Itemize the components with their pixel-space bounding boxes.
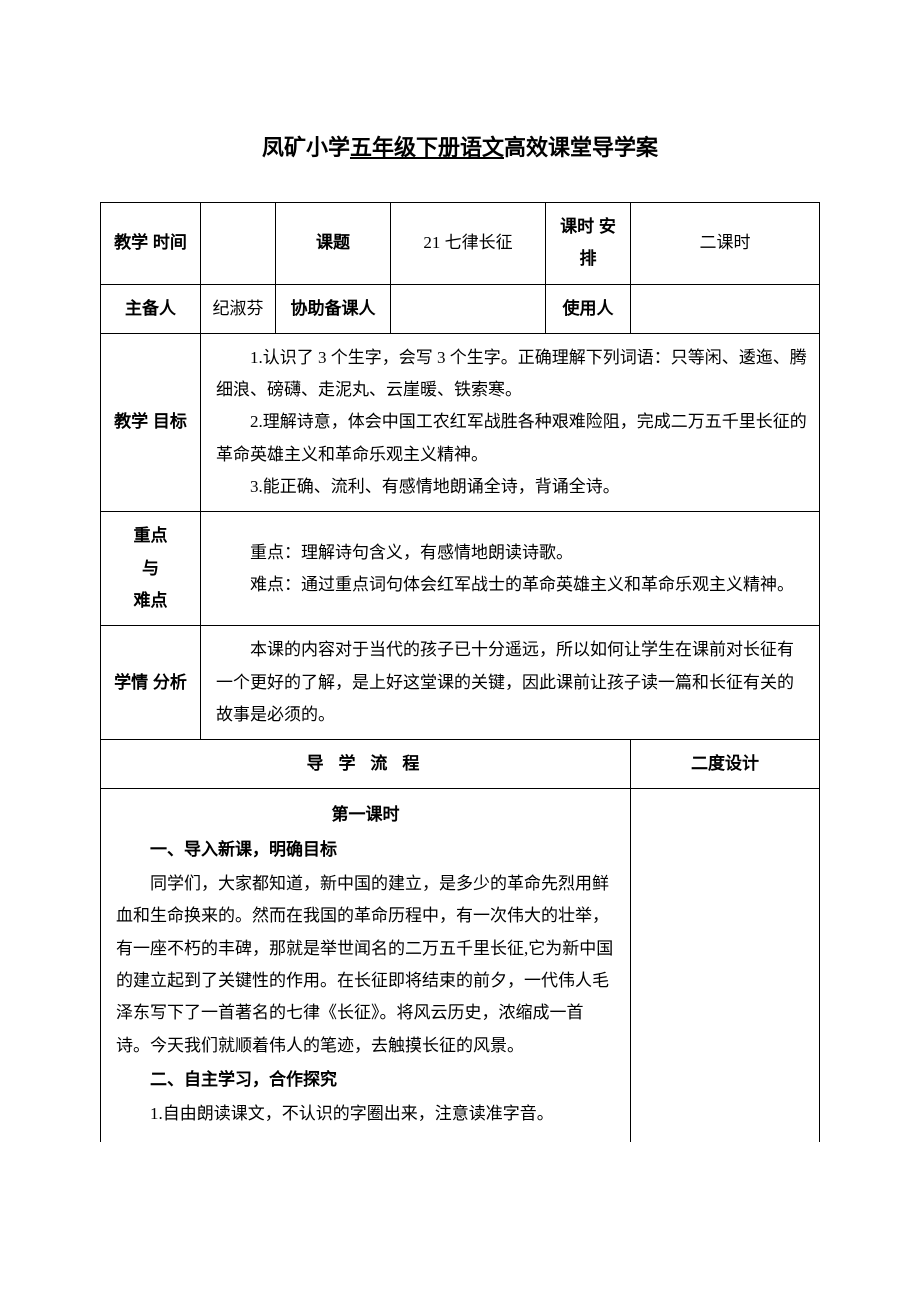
keypoints-content: 重点：理解诗句含义，有感情地朗读诗歌。 难点：通过重点词句体会红军战士的革命英雄… — [201, 512, 820, 626]
objectives-line3: 3.能正确、流利、有感情地朗诵全诗，背诵全诗。 — [216, 471, 809, 503]
time-label: 教学 时间 — [101, 203, 201, 285]
section1-title: 一、导入新课，明确目标 — [116, 834, 615, 866]
objectives-label: 教学 目标 — [101, 333, 201, 511]
keypoints-label-2: 与 — [107, 553, 194, 585]
objectives-content: 1.认识了 3 个生字，会写 3 个生字。正确理解下列词语：只等闲、逶迤、腾细浪… — [201, 333, 820, 511]
assist-prep-value — [391, 284, 546, 333]
keypoints-line2: 难点：通过重点词句体会红军战士的革命英雄主义和革命乐观主义精神。 — [216, 569, 809, 601]
analysis-text: 本课的内容对于当代的孩子已十分遥远，所以如何让学生在课前对长征有一个更好的了解，… — [216, 634, 809, 731]
objectives-line1: 1.认识了 3 个生字，会写 3 个生字。正确理解下列词语：只等闲、逶迤、腾细浪… — [216, 342, 809, 407]
section2-title: 二、自主学习，合作探究 — [116, 1064, 615, 1096]
table-row-keypoints: 重点 与 难点 重点：理解诗句含义，有感情地朗读诗歌。 难点：通过重点词句体会红… — [101, 512, 820, 626]
lesson-plan-table: 教学 时间 课题 21 七律长征 课时 安排 二课时 主备人 纪淑芬 协助备课人… — [100, 202, 820, 1142]
document-title: 凤矿小学五年级下册语文高效课堂导学案 — [100, 130, 820, 162]
period-value: 二课时 — [631, 203, 820, 285]
table-row-analysis: 学情 分析 本课的内容对于当代的孩子已十分遥远，所以如何让学生在课前对长征有一个… — [101, 626, 820, 740]
flow-content: 第一课时 一、导入新课，明确目标 同学们，大家都知道，新中国的建立，是多少的革命… — [101, 789, 631, 1142]
title-prefix: 凤矿小学 — [262, 135, 350, 160]
objectives-line2: 2.理解诗意，体会中国工农红军战胜各种艰难险阻，完成二万五千里长征的革命英雄主义… — [216, 406, 809, 471]
table-row-objectives: 教学 目标 1.认识了 3 个生字，会写 3 个生字。正确理解下列词语：只等闲、… — [101, 333, 820, 511]
keypoints-line1: 重点：理解诗句含义，有感情地朗读诗歌。 — [216, 537, 809, 569]
analysis-content: 本课的内容对于当代的孩子已十分遥远，所以如何让学生在课前对长征有一个更好的了解，… — [201, 626, 820, 740]
user-label: 使用人 — [546, 284, 631, 333]
section1-body: 同学们，大家都知道，新中国的建立，是多少的革命先烈用鲜血和生命换来的。然而在我国… — [116, 868, 615, 1062]
section2-item1: 1.自由朗读课文，不认识的字圈出来，注意读准字音。 — [116, 1098, 615, 1130]
main-prep-value: 纪淑芬 — [201, 284, 276, 333]
table-row-header1: 教学 时间 课题 21 七律长征 课时 安排 二课时 — [101, 203, 820, 285]
table-row-flow-content: 第一课时 一、导入新课，明确目标 同学们，大家都知道，新中国的建立，是多少的革命… — [101, 789, 820, 1142]
assist-prep-label: 协助备课人 — [276, 284, 391, 333]
main-prep-label: 主备人 — [101, 284, 201, 333]
title-underlined: 五年级下册语文 — [350, 135, 504, 160]
topic-value: 21 七律长征 — [391, 203, 546, 285]
analysis-label: 学情 分析 — [101, 626, 201, 740]
table-row-header2: 主备人 纪淑芬 协助备课人 使用人 — [101, 284, 820, 333]
keypoints-label-1: 重点 — [107, 520, 194, 552]
topic-label: 课题 — [276, 203, 391, 285]
design-header: 二度设计 — [631, 740, 820, 789]
time-value — [201, 203, 276, 285]
period-label: 课时 安排 — [546, 203, 631, 285]
table-row-flow-header: 导 学 流 程 二度设计 — [101, 740, 820, 789]
title-suffix: 高效课堂导学案 — [504, 135, 658, 160]
keypoints-label: 重点 与 难点 — [101, 512, 201, 626]
flow-header: 导 学 流 程 — [101, 740, 631, 789]
lesson-title: 第一课时 — [116, 799, 615, 831]
design-content — [631, 789, 820, 1142]
user-value — [631, 284, 820, 333]
keypoints-label-3: 难点 — [107, 585, 194, 617]
